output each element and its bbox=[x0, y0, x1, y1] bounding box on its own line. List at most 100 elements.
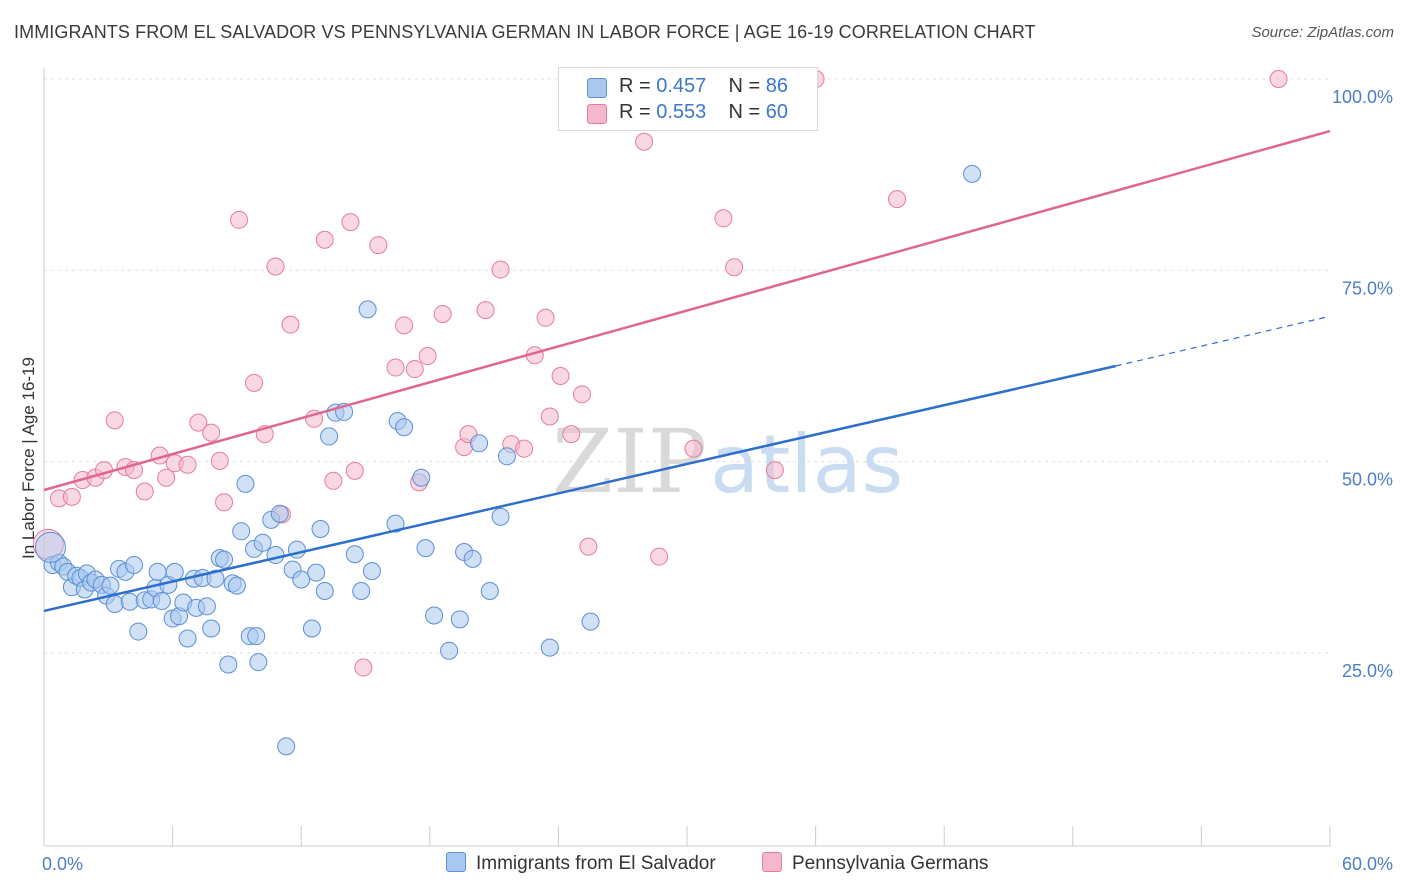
pink-point bbox=[476, 301, 495, 320]
legend-r-label: R = bbox=[619, 75, 657, 97]
blue-point bbox=[249, 653, 268, 672]
pink-point bbox=[725, 258, 744, 277]
blue-point bbox=[129, 622, 148, 641]
blue-point bbox=[581, 612, 600, 631]
blue-point bbox=[440, 641, 459, 660]
legend-swatch-pink bbox=[587, 104, 607, 124]
y-tick-label: 25.0% bbox=[1342, 661, 1393, 681]
blue-point bbox=[491, 507, 510, 526]
blue-point bbox=[101, 576, 120, 595]
legend-n-value: 60 bbox=[765, 101, 789, 123]
legend-n-label: N = bbox=[728, 101, 766, 123]
blue-point bbox=[463, 549, 482, 568]
blue-point bbox=[416, 539, 435, 558]
blue-point bbox=[292, 570, 311, 589]
pink-point bbox=[341, 213, 360, 232]
y-tick-label: 50.0% bbox=[1342, 470, 1393, 490]
blue-point bbox=[362, 562, 381, 581]
pink-point bbox=[157, 468, 176, 487]
blue-point bbox=[202, 619, 221, 638]
pink-point bbox=[178, 455, 197, 474]
legend-n-value: 86 bbox=[765, 75, 789, 97]
pink-point bbox=[491, 260, 510, 279]
pink-point bbox=[62, 487, 81, 506]
legend-r-value: 0.553 bbox=[656, 101, 707, 123]
y-tick-label: 75.0% bbox=[1342, 278, 1393, 298]
source-credit: Source: ZipAtlas.com bbox=[1251, 24, 1394, 41]
pink-point bbox=[562, 425, 581, 444]
blue-point bbox=[247, 627, 266, 646]
blue-trend-line bbox=[43, 364, 1116, 613]
pink-point bbox=[572, 385, 591, 404]
blue-point bbox=[307, 563, 326, 582]
y-tick-label: 100.0% bbox=[1332, 87, 1393, 107]
blue-point bbox=[963, 164, 982, 183]
watermark-zip: ZIP bbox=[552, 410, 707, 513]
blue-point bbox=[277, 737, 296, 756]
trend-lines bbox=[43, 129, 1331, 613]
pink-point bbox=[395, 316, 414, 335]
blue-point bbox=[311, 520, 330, 539]
pink-point bbox=[418, 347, 437, 366]
blue-point bbox=[540, 638, 559, 657]
pink-point bbox=[281, 315, 300, 334]
pink-point bbox=[105, 411, 124, 430]
pink-point bbox=[540, 407, 559, 426]
blue-point bbox=[266, 546, 285, 565]
pink-point bbox=[354, 658, 373, 677]
blue-trend-extension bbox=[1115, 315, 1331, 367]
blue-point bbox=[450, 610, 469, 629]
blue-point bbox=[412, 468, 431, 487]
watermark-atlas: atlas bbox=[710, 418, 903, 511]
blue-point bbox=[320, 427, 339, 446]
blue-point bbox=[152, 591, 171, 610]
grid-lines bbox=[44, 78, 1330, 654]
pink-point bbox=[189, 413, 208, 432]
pink-point bbox=[202, 423, 221, 442]
pink-point bbox=[345, 461, 364, 480]
blue-point bbox=[178, 629, 197, 648]
pink-point bbox=[386, 358, 405, 377]
pink-point bbox=[551, 366, 570, 385]
legend-n-label: N = bbox=[728, 75, 766, 97]
pink-point bbox=[324, 471, 343, 490]
blue-point bbox=[425, 606, 444, 625]
blue-point bbox=[125, 555, 144, 574]
blue-point bbox=[236, 474, 255, 493]
pink-point bbox=[684, 439, 703, 458]
x-tick-label: 60.0% bbox=[1342, 854, 1393, 874]
blue-point bbox=[386, 514, 405, 533]
blue-point bbox=[105, 595, 124, 614]
blue-point bbox=[315, 582, 334, 601]
blue-point bbox=[270, 504, 289, 523]
pink-point bbox=[650, 547, 669, 566]
legend-r-value: 0.457 bbox=[656, 75, 707, 97]
blue-point bbox=[480, 582, 499, 601]
pink-points bbox=[32, 70, 1288, 677]
pink-point bbox=[210, 451, 229, 470]
pink-point bbox=[888, 190, 907, 209]
blue-point bbox=[253, 533, 272, 552]
legend: R = 0.457 N = 86 R = 0.553 N = 60 bbox=[558, 67, 818, 131]
blue-large-point bbox=[34, 531, 66, 563]
pink-point bbox=[405, 360, 424, 379]
bottom-legend-blue: Immigrants from El Salvador bbox=[446, 852, 716, 875]
pink-point bbox=[635, 132, 654, 151]
blue-point bbox=[232, 522, 251, 541]
bottom-legend-blue-label: Immigrants from El Salvador bbox=[476, 853, 716, 874]
bottom-legend-pink-label: Pennsylvania Germans bbox=[792, 853, 989, 874]
pink-point bbox=[315, 230, 334, 249]
blue-point bbox=[197, 597, 216, 616]
blue-point bbox=[395, 418, 414, 437]
pink-point bbox=[765, 461, 784, 480]
blue-point bbox=[215, 550, 234, 569]
pink-point bbox=[369, 236, 388, 255]
pink-point bbox=[245, 373, 264, 392]
blue-point bbox=[165, 562, 184, 581]
blue-point bbox=[352, 582, 371, 601]
axes bbox=[43, 68, 1331, 847]
legend-swatch-blue bbox=[587, 78, 607, 98]
pink-point bbox=[215, 493, 234, 512]
legend-r-label: R = bbox=[619, 101, 657, 123]
pink-point bbox=[135, 482, 154, 501]
